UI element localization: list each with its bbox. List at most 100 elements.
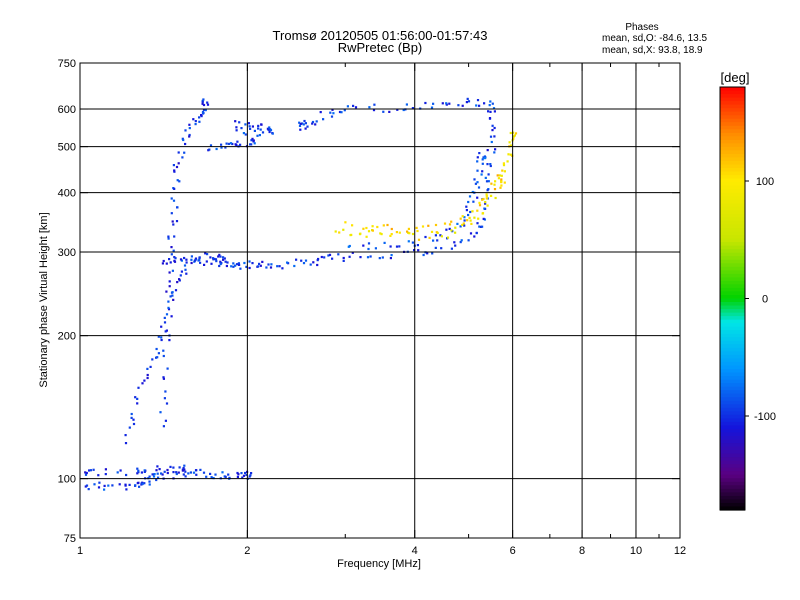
- data-point: [185, 258, 188, 261]
- data-point: [476, 209, 479, 212]
- data-point: [483, 207, 486, 210]
- colorbar-band: [720, 266, 745, 271]
- data-point: [328, 253, 332, 256]
- data-point: [304, 122, 307, 125]
- data-point: [199, 468, 202, 471]
- data-point: [454, 226, 457, 229]
- data-point: [136, 472, 139, 475]
- colorbar-band: [720, 400, 745, 405]
- data-point: [143, 470, 146, 473]
- data-point: [181, 156, 184, 159]
- data-point: [84, 473, 88, 476]
- data-point: [459, 225, 462, 228]
- colorbar-band: [720, 182, 745, 187]
- data-point: [212, 477, 215, 480]
- data-point: [241, 476, 244, 479]
- data-point: [431, 252, 434, 255]
- data-point: [190, 261, 193, 265]
- data-point: [330, 115, 334, 118]
- colorbar-band: [720, 242, 745, 247]
- data-point: [448, 227, 451, 230]
- data-point: [202, 471, 206, 474]
- data-point: [88, 469, 91, 472]
- data-point: [184, 475, 187, 478]
- data-point: [178, 279, 181, 282]
- data-point: [445, 102, 448, 105]
- data-point: [194, 123, 197, 126]
- data-point: [482, 197, 485, 201]
- data-point: [184, 268, 187, 271]
- data-point: [209, 256, 212, 259]
- data-point: [467, 100, 471, 103]
- colorbar-band: [720, 361, 745, 367]
- data-point: [489, 163, 492, 166]
- data-point: [489, 100, 492, 103]
- data-point: [124, 483, 127, 486]
- colorbar-band: [720, 94, 745, 99]
- data-point: [494, 196, 497, 200]
- data-point: [184, 142, 187, 146]
- data-point: [162, 349, 165, 352]
- data-point: [286, 261, 289, 264]
- data-point: [231, 142, 234, 146]
- data-point: [158, 468, 161, 471]
- colorbar-band: [720, 175, 745, 180]
- colorbar-band: [720, 249, 745, 254]
- data-point: [278, 265, 281, 268]
- colorbar-band: [720, 235, 745, 240]
- data-point: [485, 195, 488, 198]
- data-point: [268, 130, 271, 134]
- data-point: [327, 254, 330, 257]
- colorbar-band: [720, 383, 745, 388]
- data-point: [371, 225, 374, 228]
- data-point: [260, 123, 263, 126]
- colorbar-band: [720, 309, 745, 314]
- data-point: [170, 253, 173, 256]
- data-point: [496, 174, 499, 177]
- grid-lines: [79, 62, 681, 539]
- colorbar-band: [720, 277, 745, 282]
- data-point: [445, 228, 448, 231]
- data-point: [434, 246, 437, 249]
- data-point: [104, 473, 107, 476]
- colorbar-band: [720, 231, 745, 236]
- data-point: [411, 232, 415, 236]
- data-point: [173, 187, 176, 190]
- data-point: [481, 225, 484, 228]
- data-point: [235, 129, 238, 132]
- data-point: [416, 244, 419, 247]
- data-point: [167, 300, 170, 303]
- plot-background: [80, 63, 680, 538]
- data-point: [428, 236, 431, 239]
- data-point: [202, 103, 206, 107]
- data-point: [245, 265, 248, 268]
- data-point: [205, 260, 208, 263]
- data-point: [190, 255, 193, 258]
- data-point: [183, 464, 186, 467]
- data-point: [244, 471, 247, 475]
- data-point: [173, 169, 176, 172]
- data-point: [116, 471, 119, 474]
- data-point: [97, 474, 100, 477]
- data-point: [188, 127, 191, 130]
- data-point: [276, 265, 279, 268]
- colorbar-band: [720, 294, 745, 300]
- data-point: [172, 199, 176, 202]
- data-point: [450, 229, 453, 232]
- data-point: [371, 229, 374, 232]
- colorbar-band: [720, 386, 745, 391]
- data-point: [253, 142, 256, 145]
- data-point: [367, 247, 370, 251]
- data-point: [149, 365, 152, 368]
- data-point: [382, 224, 385, 227]
- data-point: [200, 114, 203, 117]
- colorbar-band: [720, 196, 745, 201]
- data-point: [103, 484, 106, 487]
- data-point: [445, 103, 448, 106]
- data-point: [293, 264, 296, 268]
- data-point: [223, 257, 226, 260]
- colorbar-band: [720, 312, 745, 317]
- colorbar-band: [720, 118, 745, 123]
- data-point: [251, 262, 254, 265]
- data-point: [489, 135, 493, 138]
